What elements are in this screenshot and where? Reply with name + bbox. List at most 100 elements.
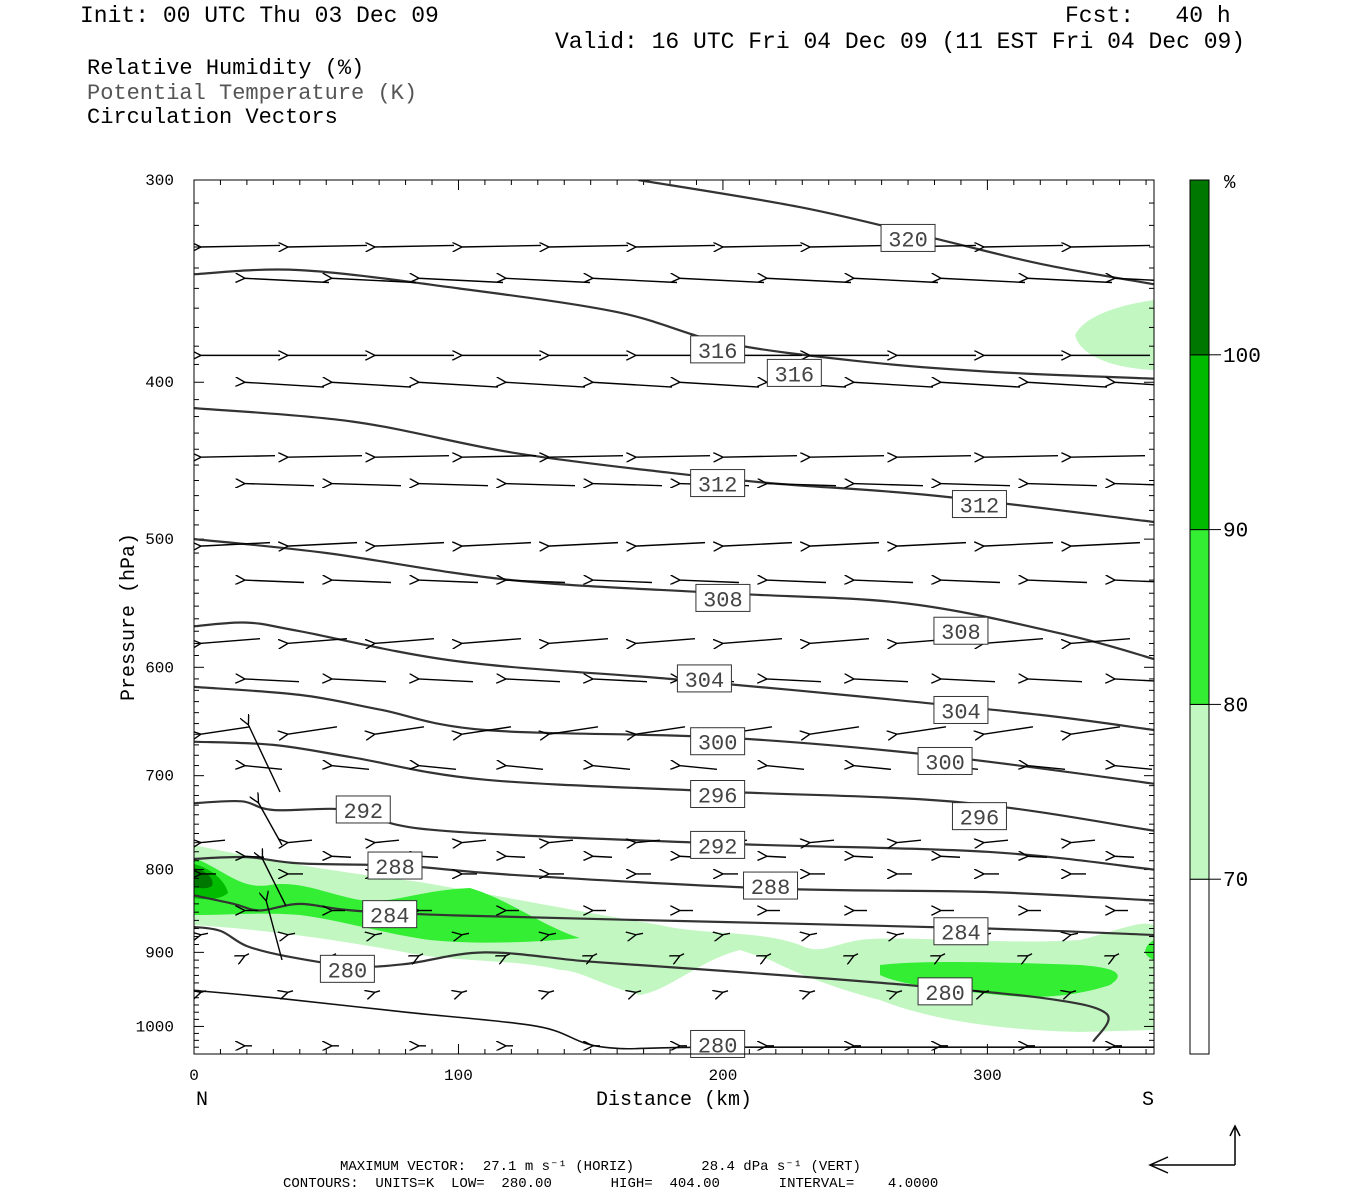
circulation-vector <box>853 580 914 582</box>
circulation-vector <box>461 933 470 935</box>
contour-label-box <box>690 1029 746 1058</box>
circulation-vector <box>679 953 685 957</box>
y-tick-label: 600 <box>145 659 174 677</box>
forecast-hour: Fcst: 40 h <box>1065 3 1231 29</box>
circulation-vector <box>679 580 740 582</box>
circulation-vector <box>200 991 207 993</box>
footer-contours: CONTOURS: UNITS=K LOW= 280.00 HIGH= 404.… <box>283 1176 939 1192</box>
circulation-vector <box>374 543 445 547</box>
circulation-vector <box>1027 953 1033 957</box>
y-tick-label: 1000 <box>136 1018 174 1036</box>
circulation-vector <box>896 840 922 843</box>
circulation-vector <box>940 382 1021 388</box>
x-tick-label: 200 <box>709 1067 738 1085</box>
circulation-vector <box>287 840 313 843</box>
circulation-vector <box>635 933 644 935</box>
circulation-vector <box>940 953 946 957</box>
circulation-vector <box>635 456 711 458</box>
colorbar-segment <box>1189 354 1210 531</box>
theta-contour-316 <box>194 268 1154 380</box>
circulation-vector <box>1070 245 1151 247</box>
contour-label-box <box>690 780 746 809</box>
circulation-vector <box>679 766 718 770</box>
circulation-vector <box>505 580 566 582</box>
circulation-vector <box>548 543 619 547</box>
theta-contour-312 <box>194 407 1154 524</box>
circulation-vector <box>896 726 947 735</box>
colorbar-level-label: 70 <box>1223 870 1248 893</box>
circulation-vector <box>244 679 300 682</box>
circulation-vector <box>1027 382 1108 388</box>
circulation-vectors <box>200 245 1154 1045</box>
circulation-vector <box>766 766 805 770</box>
circulation-vector <box>331 766 370 770</box>
circulation-vector <box>505 382 586 388</box>
circulation-vector <box>809 456 885 458</box>
circulation-vector <box>940 580 1001 582</box>
circulation-vector <box>287 726 338 735</box>
circulation-vector <box>1114 484 1154 486</box>
circulation-vector <box>592 278 678 284</box>
footer-max-vector: MAXIMUM VECTOR: 27.1 m s⁻¹ (HORIZ) 28.4 … <box>340 1159 861 1175</box>
axis-ticks <box>193 179 1154 1054</box>
circulation-vector <box>418 766 457 770</box>
circulation-vector <box>331 278 417 284</box>
contour-label-box <box>951 802 1007 831</box>
circulation-vector <box>1027 580 1088 582</box>
contour-label-box <box>917 746 973 775</box>
circulation-vector <box>592 679 648 682</box>
circulation-vector <box>983 456 1059 458</box>
circulation-vector <box>200 637 261 644</box>
circulation-vector <box>548 637 609 644</box>
circulation-vector <box>244 278 330 284</box>
circulation-vector <box>374 637 435 644</box>
circulation-vector <box>896 991 903 993</box>
contour-label-box <box>951 490 1007 519</box>
circulation-vector <box>505 278 591 284</box>
circulation-vector <box>983 726 1034 735</box>
circulation-vector <box>418 953 424 957</box>
circulation-vector <box>809 840 835 843</box>
circulation-vector <box>809 543 880 547</box>
contour-label-box <box>367 851 423 880</box>
circulation-vector <box>983 991 990 993</box>
colorbar-level-label: 100 <box>1223 346 1261 369</box>
contour-label-316: 316 <box>698 340 738 365</box>
circulation-vector <box>853 953 859 957</box>
theta-contour-292 <box>194 799 1154 871</box>
circulation-vector <box>679 382 760 388</box>
y-tick-label: 900 <box>145 944 174 962</box>
circulation-vector <box>983 543 1054 547</box>
contour-label-292: 292 <box>698 835 738 860</box>
contour-label-288: 288 <box>751 876 791 901</box>
circulation-vector <box>592 766 631 770</box>
legend-theta: Potential Temperature (K) <box>87 81 418 106</box>
circulation-vector <box>266 900 283 961</box>
rh-colorbar: 70 80 90 100 <box>1189 179 1261 1055</box>
circulation-vector <box>592 580 653 582</box>
circulation-vector <box>331 382 412 388</box>
x-tick-label: 0 <box>189 1067 199 1085</box>
circulation-vector <box>1027 679 1083 682</box>
theta-contour-280 <box>194 989 1154 1050</box>
circulation-vector <box>418 382 499 388</box>
colorbar-segment <box>1189 529 1210 705</box>
contour-label-box <box>933 616 989 645</box>
plot-frame <box>193 179 1155 1055</box>
contour-label-box <box>676 664 732 693</box>
circulation-vector <box>374 456 450 458</box>
contour-label-300: 300 <box>698 732 738 757</box>
circulation-vector <box>896 456 972 458</box>
circulation-vector <box>1027 484 1098 486</box>
circulation-vector <box>244 382 325 388</box>
circulation-vector <box>722 933 731 935</box>
circulation-vector <box>635 543 706 547</box>
circulation-vector <box>983 637 1044 644</box>
circulation-vector <box>287 245 368 247</box>
colorbar-level-label: 80 <box>1223 695 1248 718</box>
contour-label-box <box>743 871 799 900</box>
circulation-vector <box>809 637 870 644</box>
circulation-vector <box>809 933 818 935</box>
circulation-vector <box>331 484 402 486</box>
